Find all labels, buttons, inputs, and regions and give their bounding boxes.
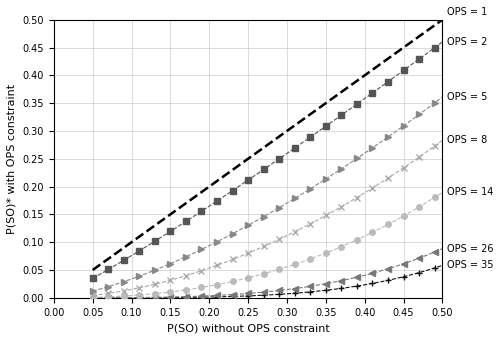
Y-axis label: P(SO)* with OPS constraint: P(SO)* with OPS constraint: [7, 84, 17, 234]
Text: OPS = 35: OPS = 35: [446, 260, 493, 270]
X-axis label: P(SO) without OPS constraint: P(SO) without OPS constraint: [166, 323, 330, 333]
Text: OPS = 5: OPS = 5: [446, 92, 487, 102]
Text: OPS = 2: OPS = 2: [446, 37, 487, 47]
Text: OPS = 8: OPS = 8: [446, 135, 487, 145]
Text: OPS = 26: OPS = 26: [446, 244, 493, 254]
Text: OPS = 1: OPS = 1: [446, 7, 487, 17]
Text: OPS = 14: OPS = 14: [446, 187, 493, 198]
